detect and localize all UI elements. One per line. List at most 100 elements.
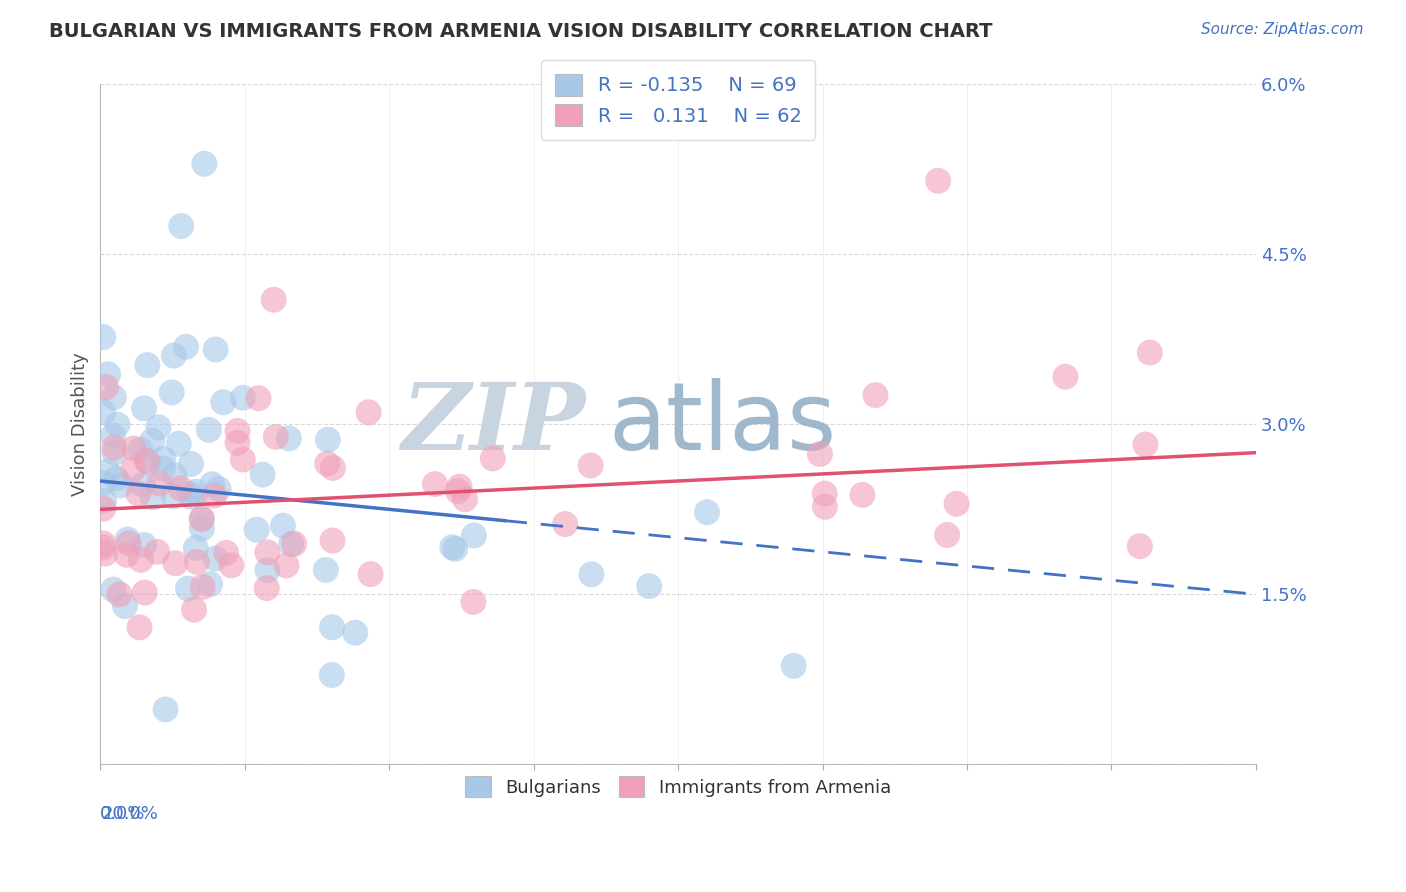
Point bbox=[207, 482, 229, 496]
Text: atlas: atlas bbox=[609, 378, 837, 470]
Point bbox=[276, 558, 298, 573]
Point bbox=[115, 548, 138, 562]
Point bbox=[118, 536, 141, 550]
Point bbox=[945, 497, 967, 511]
Point bbox=[105, 471, 128, 485]
Point bbox=[444, 541, 467, 556]
Point bbox=[152, 451, 174, 466]
Point bbox=[782, 658, 804, 673]
Point bbox=[252, 467, 274, 482]
Point bbox=[180, 457, 202, 471]
Y-axis label: Vision Disability: Vision Disability bbox=[72, 352, 89, 496]
Point bbox=[91, 536, 114, 550]
Point bbox=[232, 391, 254, 405]
Point bbox=[447, 484, 470, 499]
Text: BULGARIAN VS IMMIGRANTS FROM ARMENIA VISION DISABILITY CORRELATION CHART: BULGARIAN VS IMMIGRANTS FROM ARMENIA VIS… bbox=[49, 22, 993, 41]
Point bbox=[256, 581, 278, 595]
Point bbox=[132, 477, 155, 491]
Point bbox=[316, 457, 339, 471]
Point bbox=[93, 493, 115, 508]
Point bbox=[202, 489, 225, 503]
Point bbox=[814, 486, 837, 500]
Point bbox=[165, 556, 187, 570]
Point bbox=[191, 521, 214, 535]
Point bbox=[263, 293, 285, 307]
Text: 0.0%: 0.0% bbox=[100, 805, 146, 823]
Point bbox=[264, 430, 287, 444]
Point bbox=[278, 431, 301, 445]
Point bbox=[101, 428, 124, 442]
Point bbox=[152, 461, 174, 475]
Point bbox=[321, 620, 343, 634]
Point bbox=[463, 595, 485, 609]
Point bbox=[97, 368, 120, 382]
Point bbox=[146, 545, 169, 559]
Point bbox=[246, 523, 269, 537]
Point bbox=[148, 476, 170, 491]
Point bbox=[108, 587, 131, 601]
Point bbox=[256, 545, 278, 559]
Point bbox=[103, 446, 125, 460]
Point bbox=[91, 476, 114, 491]
Point bbox=[183, 602, 205, 616]
Point bbox=[321, 668, 343, 682]
Point bbox=[936, 528, 959, 542]
Point bbox=[638, 579, 661, 593]
Point bbox=[184, 541, 207, 555]
Point bbox=[201, 477, 224, 491]
Point bbox=[581, 567, 603, 582]
Point bbox=[180, 490, 202, 504]
Point bbox=[122, 462, 145, 476]
Point bbox=[136, 358, 159, 372]
Point bbox=[360, 567, 382, 582]
Point bbox=[117, 533, 139, 547]
Point bbox=[212, 395, 235, 409]
Point bbox=[271, 518, 294, 533]
Point bbox=[215, 546, 238, 560]
Point bbox=[94, 547, 117, 561]
Point bbox=[204, 343, 226, 357]
Point bbox=[134, 538, 156, 552]
Point bbox=[134, 585, 156, 599]
Point bbox=[1129, 539, 1152, 553]
Point bbox=[357, 405, 380, 419]
Point bbox=[186, 484, 208, 499]
Point bbox=[167, 437, 190, 451]
Point bbox=[315, 563, 337, 577]
Point bbox=[851, 488, 873, 502]
Point bbox=[129, 442, 152, 457]
Point bbox=[91, 405, 114, 419]
Point bbox=[322, 461, 344, 475]
Point bbox=[454, 492, 477, 507]
Point bbox=[280, 537, 302, 551]
Point bbox=[193, 157, 215, 171]
Point bbox=[114, 599, 136, 613]
Point bbox=[103, 390, 125, 404]
Point bbox=[163, 467, 186, 482]
Text: ZIP: ZIP bbox=[402, 379, 586, 469]
Point bbox=[449, 480, 471, 494]
Point bbox=[256, 563, 278, 577]
Point bbox=[481, 451, 503, 466]
Point bbox=[247, 391, 270, 405]
Point bbox=[103, 441, 125, 455]
Point bbox=[127, 486, 149, 500]
Point bbox=[865, 388, 887, 402]
Point bbox=[103, 582, 125, 597]
Point bbox=[226, 435, 249, 450]
Point bbox=[344, 625, 367, 640]
Point bbox=[554, 516, 576, 531]
Point bbox=[132, 401, 155, 416]
Point bbox=[141, 434, 163, 448]
Point bbox=[128, 620, 150, 634]
Point bbox=[91, 330, 114, 344]
Point bbox=[191, 511, 214, 525]
Point bbox=[283, 537, 305, 551]
Point bbox=[122, 442, 145, 456]
Point bbox=[129, 553, 152, 567]
Point bbox=[1054, 369, 1077, 384]
Point bbox=[1139, 345, 1161, 359]
Text: Source: ZipAtlas.com: Source: ZipAtlas.com bbox=[1201, 22, 1364, 37]
Point bbox=[138, 456, 160, 470]
Point bbox=[91, 541, 114, 555]
